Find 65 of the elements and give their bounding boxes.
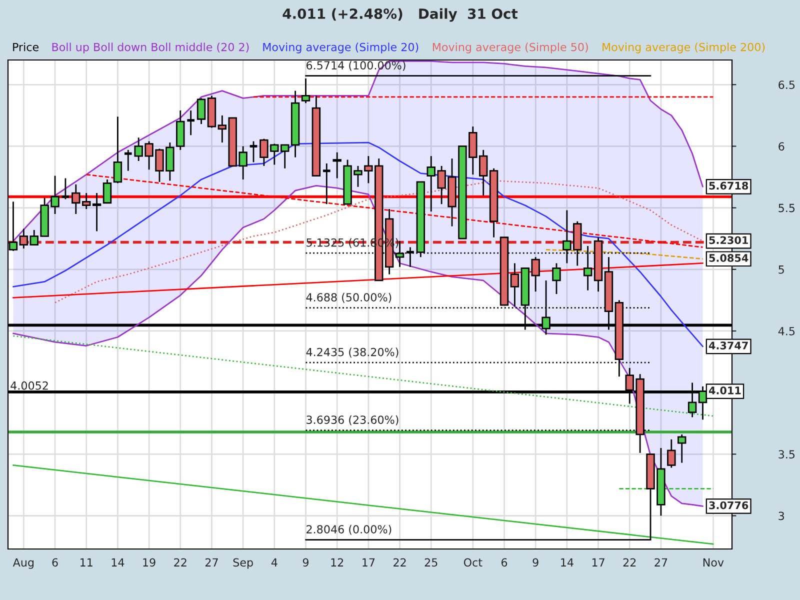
x-tick-label: 14 bbox=[112, 558, 124, 566]
text: Moving average (Simple 20) bbox=[263, 42, 418, 54]
x-tick-label: Aug bbox=[12, 558, 34, 569]
x-tick-label: 9 bbox=[302, 558, 308, 567]
data-label: 5.6718 bbox=[709, 182, 748, 190]
y-tick-label: 6 bbox=[778, 142, 784, 151]
x-tick-label: 22 bbox=[394, 558, 406, 566]
candlestick bbox=[102, 178, 112, 204]
candlestick bbox=[301, 78, 310, 104]
candlestick bbox=[113, 116, 122, 184]
annotation: 4.2435 (38.20%) bbox=[306, 348, 398, 358]
y-tick-label: 3 bbox=[778, 512, 784, 520]
chart-title: 4.011 (+2.48%) Daily 31 Oct bbox=[282, 8, 518, 22]
x-tick-label: 11 bbox=[80, 558, 92, 566]
candlestick bbox=[92, 192, 102, 232]
x-tick-label: 17 bbox=[362, 558, 375, 566]
candlestick bbox=[186, 110, 196, 136]
data-label: 4.3747 bbox=[708, 342, 748, 350]
candlestick bbox=[218, 114, 227, 144]
y-tick-label: 6.5 bbox=[778, 80, 795, 90]
data-label: 5.0854 bbox=[709, 254, 748, 262]
candlestick bbox=[123, 149, 134, 172]
annotation: 3.6936 (23.60%) bbox=[306, 415, 398, 426]
text: Moving average (Simple 50) bbox=[432, 42, 588, 54]
x-tick-label: 22 bbox=[174, 558, 186, 566]
annotation: 4.688 (50.00%) bbox=[306, 292, 392, 303]
legend-title: Price bbox=[13, 42, 39, 52]
x-tick-label: Oct bbox=[464, 558, 482, 567]
candlestick bbox=[552, 262, 561, 295]
x-tick-label: Sep bbox=[233, 558, 253, 569]
candlestick bbox=[332, 152, 342, 179]
y-tick-label: 4.5 bbox=[778, 327, 795, 336]
x-tick-label: 12 bbox=[331, 558, 344, 566]
x-tick-label: 27 bbox=[654, 558, 668, 566]
candlestick bbox=[19, 228, 28, 250]
line-series bbox=[12, 184, 704, 507]
data-label: 3.0776 bbox=[709, 501, 748, 510]
y-tick-label: 5 bbox=[778, 266, 784, 274]
line-series bbox=[12, 142, 704, 348]
text: Boll up Boll down Boll middle (20 2) bbox=[52, 42, 249, 54]
candlestick bbox=[248, 140, 258, 163]
annotation: 2.8046 (0.00%) bbox=[306, 524, 392, 535]
y-tick-label: 3.5 bbox=[778, 450, 795, 459]
x-tick-label: 6 bbox=[501, 558, 508, 567]
candlestick bbox=[322, 162, 332, 205]
x-tick-label: Nov bbox=[703, 558, 724, 567]
x-tick-label: 6 bbox=[52, 558, 58, 567]
candlestick bbox=[60, 178, 70, 200]
x-tick-label: 19 bbox=[143, 558, 156, 567]
x-tick-label: 4 bbox=[271, 558, 278, 566]
x-tick-label: 17 bbox=[592, 558, 604, 566]
text: 4.011 bbox=[708, 386, 741, 394]
x-tick-label: 25 bbox=[424, 558, 438, 567]
candlestick bbox=[510, 262, 520, 308]
candlestick bbox=[196, 97, 206, 125]
ref-line-label: 4.0052 bbox=[10, 381, 48, 390]
y-tick-label: 5.5 bbox=[778, 204, 795, 212]
candlestick bbox=[667, 438, 676, 468]
x-tick-label: 27 bbox=[205, 558, 218, 566]
x-tick-label: 14 bbox=[561, 558, 574, 566]
data-label: 5.2301 bbox=[709, 236, 748, 244]
candlestick bbox=[678, 434, 686, 464]
x-tick-label: 9 bbox=[532, 558, 538, 567]
x-tick-label: 22 bbox=[623, 558, 636, 566]
text: Moving average (Simple 200) bbox=[602, 42, 765, 54]
